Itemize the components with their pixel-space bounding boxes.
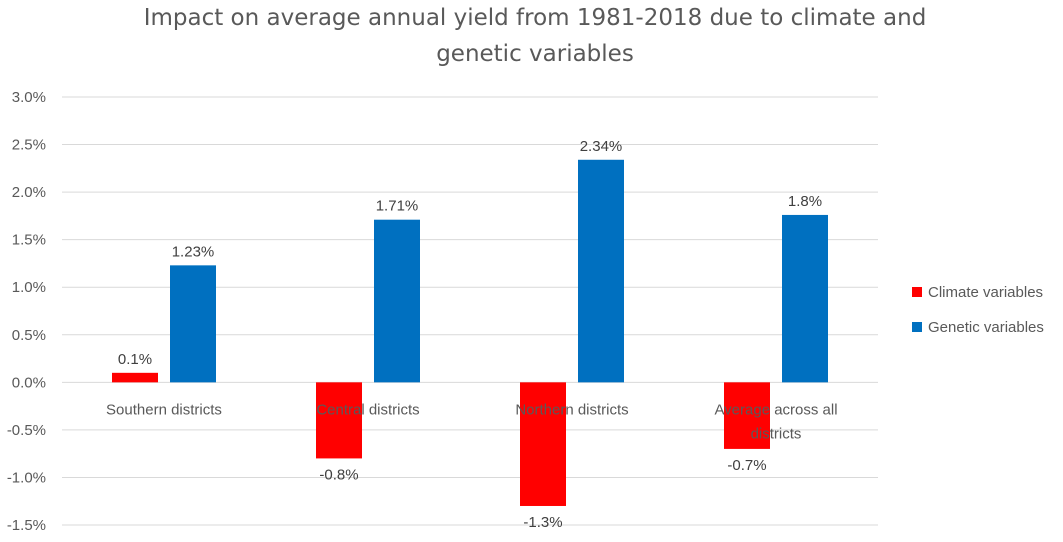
bar-climate-2 (520, 382, 566, 506)
data-label: -0.8% (319, 466, 358, 483)
data-label: -1.3% (523, 514, 562, 531)
category-label-1: Central districts (316, 401, 419, 418)
y-tick-label: -0.5% (7, 422, 46, 439)
y-tick-label: 1.5% (12, 232, 46, 249)
data-label: 1.71% (376, 198, 419, 215)
category-label-line: districts (751, 425, 802, 442)
y-tick-label: 2.5% (12, 137, 46, 154)
data-label: 1.8% (788, 193, 822, 210)
chart-title-line-1: Impact on average annual yield from 1981… (144, 5, 927, 31)
category-label-line: Southern districts (106, 401, 222, 418)
category-label-2: Northern districts (515, 401, 628, 418)
y-tick-label: -1.0% (7, 469, 46, 486)
category-label-line: Central districts (316, 401, 419, 418)
bar-genetic-3 (782, 214, 828, 383)
category-label-0: Southern districts (106, 401, 222, 418)
bar-genetic-0 (170, 265, 216, 383)
y-tick-label: 2.0% (12, 184, 46, 201)
data-label: 0.1% (118, 351, 152, 368)
legend-label-climate: Climate variables (928, 284, 1043, 301)
data-label: -0.7% (727, 457, 766, 474)
legend-label-genetic: Genetic variables (928, 319, 1044, 336)
bar-climate-1 (316, 382, 362, 459)
category-label-line: Average across all (714, 401, 837, 418)
data-label: 1.23% (172, 243, 215, 260)
data-label: 2.34% (580, 138, 623, 155)
y-tick-label: 1.0% (12, 279, 46, 296)
chart-title-line-2: genetic variables (436, 41, 634, 67)
bars (112, 159, 828, 506)
bar-genetic-1 (374, 219, 420, 383)
bar-climate-3 (724, 382, 770, 449)
legend-swatch-climate (912, 287, 922, 297)
data-labels: 0.1% 1.23% -0.8% 1.71% -1.3% 2.34% -0.7% 1.8% (118, 138, 822, 531)
bar-climate-0 (112, 372, 158, 383)
y-axis-ticks: 3.0% 2.5% 2.0% 1.5% 1.0% 0.5% 0.0% -0.5% -1.0% -1… (7, 89, 46, 534)
y-tick-label: -1.5% (7, 517, 46, 534)
bar-genetic-2 (578, 159, 624, 383)
category-label-line: Northern districts (515, 401, 628, 418)
y-tick-label: 0.0% (12, 374, 46, 391)
category-labels: Southern districts Central districts North… (106, 401, 838, 442)
legend: Climate variables Genetic variables (912, 284, 1044, 336)
legend-swatch-genetic (912, 322, 922, 332)
y-tick-label: 3.0% (12, 89, 46, 106)
category-label-3: Average across all districts (714, 401, 837, 442)
y-tick-label: 0.5% (12, 327, 46, 344)
